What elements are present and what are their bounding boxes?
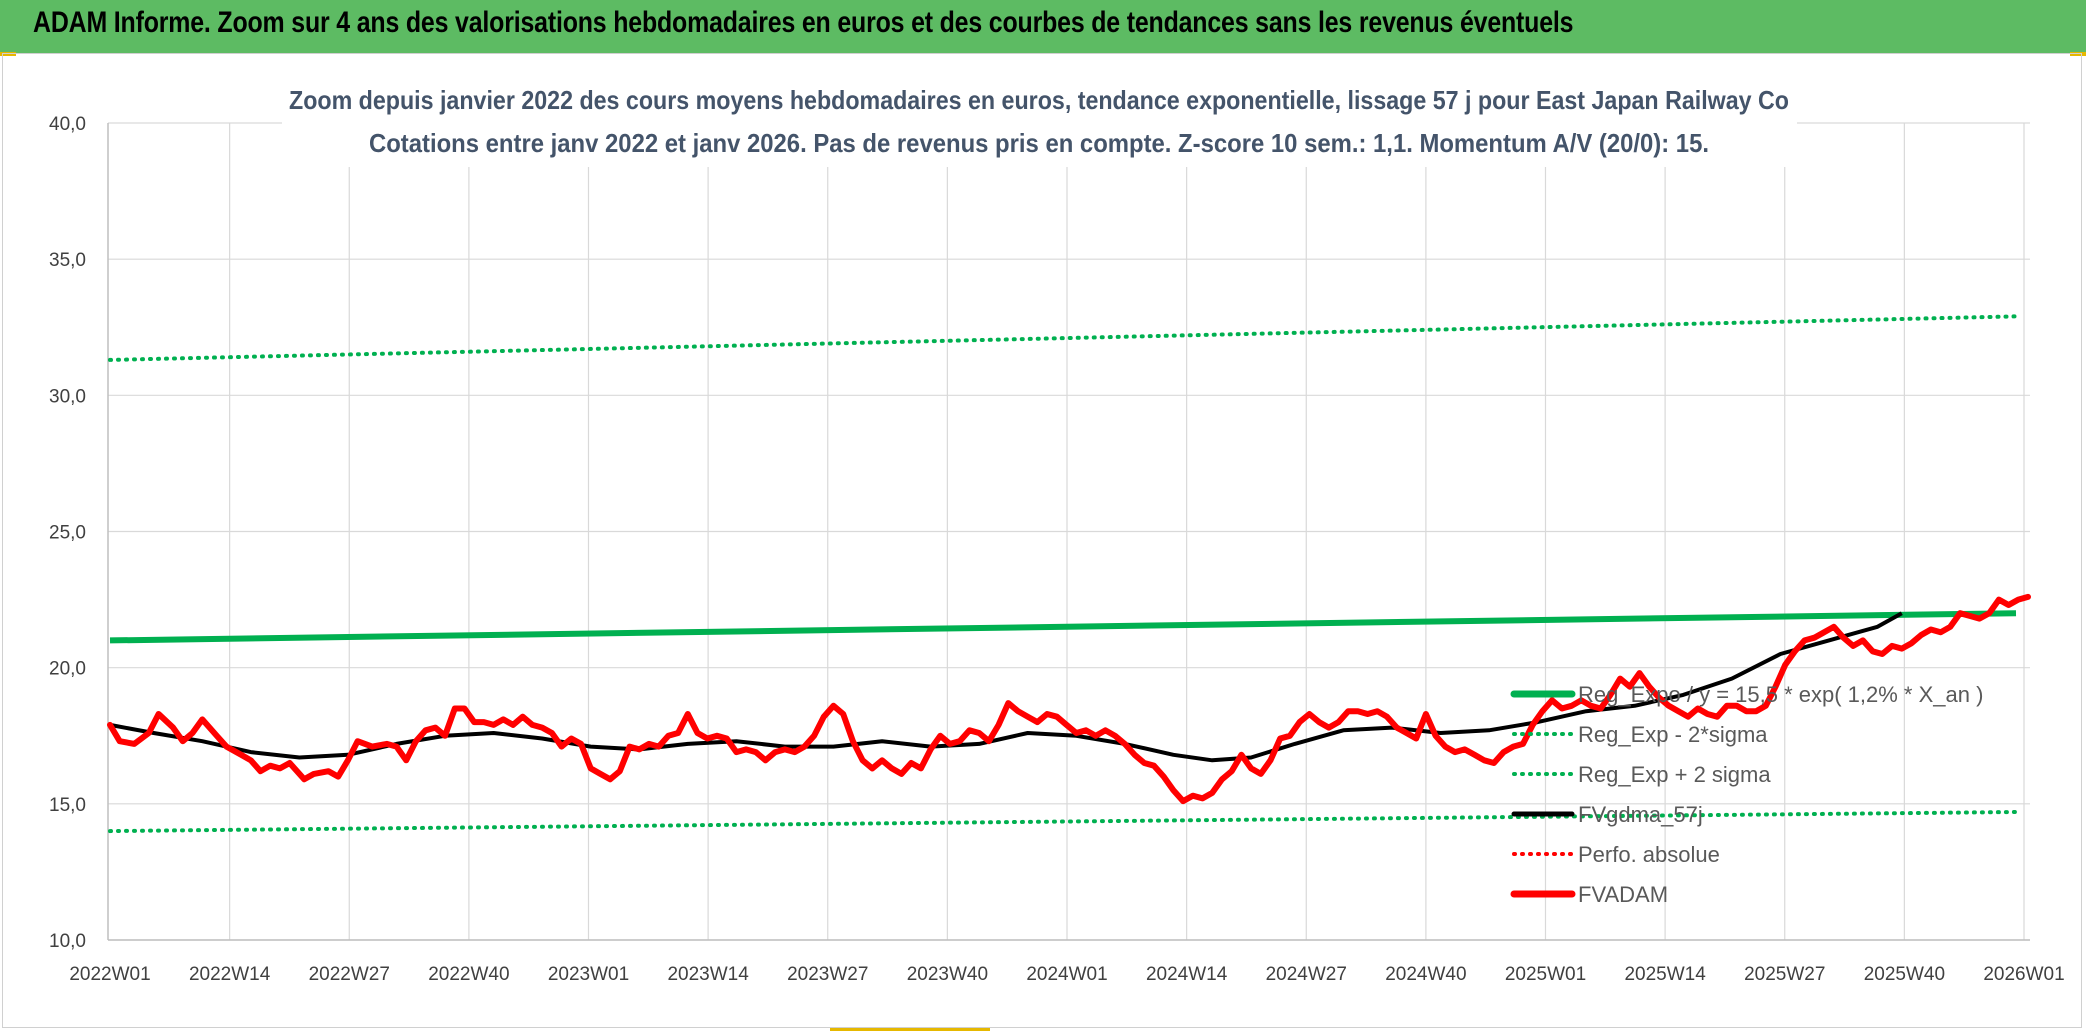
legend-entry-reg-plus: Reg_Exp + 2 sigma bbox=[1578, 762, 1771, 787]
x-tick-label: 2025W14 bbox=[1624, 964, 1706, 985]
title-background bbox=[282, 79, 1797, 167]
x-tick-label: 2022W01 bbox=[69, 964, 150, 985]
header-accent-right bbox=[2070, 52, 2086, 56]
legend-entry-fvadam: FVADAM bbox=[1578, 882, 1668, 907]
legend-entry-reg-expo: Reg_Expo / y = 15,5 * exp( 1,2% * X_an ) bbox=[1578, 682, 1983, 707]
y-tick-label: 10,0 bbox=[49, 931, 86, 952]
y-tick-label: 15,0 bbox=[49, 795, 86, 816]
x-tick-label: 2022W40 bbox=[428, 964, 509, 985]
grid bbox=[107, 122, 2030, 941]
x-tick-label: 2022W27 bbox=[309, 964, 390, 985]
x-tick-label: 2023W40 bbox=[907, 964, 988, 985]
x-tick-label: 2023W27 bbox=[787, 964, 868, 985]
report-header: ADAM Informe. Zoom sur 4 ans des valoris… bbox=[0, 0, 2086, 53]
y-axis: 10,0 15,0 20,0 25,0 30,0 35,0 40,0 bbox=[49, 114, 86, 952]
plot-series bbox=[107, 314, 2031, 834]
y-tick-label: 40,0 bbox=[49, 114, 86, 135]
y-tick-label: 25,0 bbox=[49, 523, 86, 544]
legend-entry-reg-minus: Reg_Exp - 2*sigma bbox=[1578, 722, 1768, 747]
x-tick-label: 2024W01 bbox=[1026, 964, 1107, 985]
legend-entry-fvgdma: FVgdma_57j bbox=[1578, 802, 1703, 827]
x-tick-label: 2025W27 bbox=[1744, 964, 1825, 985]
x-tick-label: 2025W01 bbox=[1505, 964, 1586, 985]
series-exp-trend bbox=[109, 610, 2017, 644]
footer-accent bbox=[830, 1027, 990, 1031]
legend-entry-perfo: Perfo. absolue bbox=[1578, 842, 1720, 867]
x-tick-label: 2024W40 bbox=[1385, 964, 1466, 985]
y-tick-label: 35,0 bbox=[49, 250, 86, 271]
chart-subtitle: Cotations entre janv 2022 et janv 2026. … bbox=[369, 128, 1709, 158]
header-accent-left bbox=[0, 52, 16, 56]
chart-title: Zoom depuis janvier 2022 des cours moyen… bbox=[289, 85, 1789, 115]
series-lower-band bbox=[108, 810, 2018, 834]
x-tick-label: 2026W01 bbox=[1983, 964, 2064, 985]
legend: Reg_Expo / y = 15,5 * exp( 1,2% * X_an )… bbox=[1510, 682, 1983, 907]
y-tick-label: 30,0 bbox=[49, 386, 86, 407]
series-fvadam bbox=[107, 593, 2031, 805]
report-title: ADAM Informe. Zoom sur 4 ans des valoris… bbox=[33, 6, 1574, 39]
x-tick-label: 2024W27 bbox=[1266, 964, 1347, 985]
x-tick-label: 2023W01 bbox=[548, 964, 629, 985]
y-tick-label: 20,0 bbox=[49, 659, 86, 680]
series-upper-band bbox=[108, 314, 2018, 362]
x-tick-label: 2025W40 bbox=[1864, 964, 1945, 985]
x-tick-label: 2024W14 bbox=[1146, 964, 1228, 985]
x-axis: 2022W01 2022W14 2022W27 2022W40 2023W01 2023W… bbox=[69, 964, 2064, 985]
x-tick-label: 2022W14 bbox=[189, 964, 271, 985]
x-tick-label: 2023W14 bbox=[667, 964, 749, 985]
